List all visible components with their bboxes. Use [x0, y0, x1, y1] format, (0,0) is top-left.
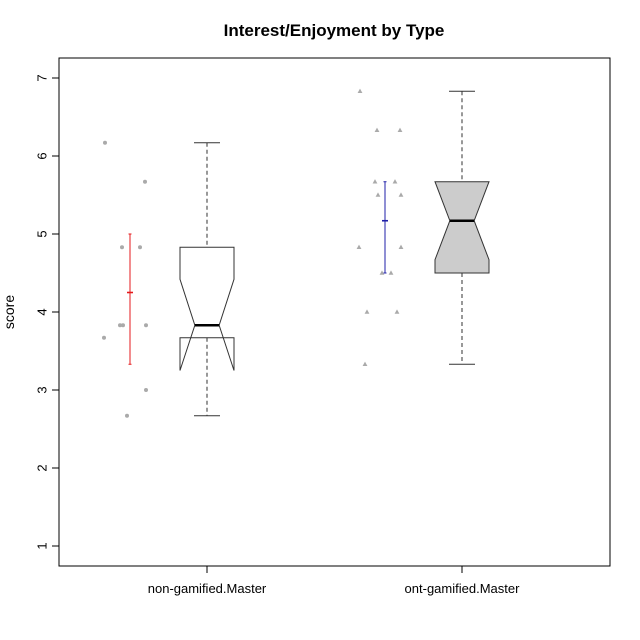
data-point: [388, 270, 394, 275]
y-axis-label: score: [1, 295, 17, 329]
boxplot-1: [179, 142, 235, 417]
y-tick-label: 7: [35, 74, 50, 81]
box-body: [434, 181, 490, 274]
x-axis: non-gamified.Master ont-gamified.Master: [148, 566, 520, 596]
mean-ci-1: [127, 233, 133, 365]
data-point: [125, 413, 129, 418]
data-point: [118, 323, 122, 328]
plot-layer: [102, 88, 490, 418]
data-point: [144, 388, 148, 392]
data-point: [362, 361, 368, 367]
plot-frame: [58, 57, 611, 567]
mean-ci-2: [382, 181, 388, 274]
y-tick-label: 1: [35, 542, 50, 549]
x-tick-label: non-gamified.Master: [148, 581, 267, 596]
data-point: [138, 245, 142, 250]
data-point: [374, 127, 380, 133]
data-point: [357, 88, 363, 94]
data-point: [398, 192, 404, 197]
data-point: [143, 179, 147, 184]
data-point: [397, 127, 403, 133]
data-point: [379, 270, 385, 275]
data-point: [120, 245, 124, 250]
y-tick-label: 3: [35, 386, 50, 393]
data-point: [102, 335, 106, 340]
data-point: [356, 244, 362, 250]
data-point: [375, 192, 381, 197]
data-point: [364, 309, 370, 314]
data-point: [103, 140, 107, 145]
data-point: [398, 244, 404, 250]
data-point: [372, 179, 378, 184]
data-point: [121, 323, 125, 328]
y-axis: 1 2 3 4 5 6 7: [35, 74, 59, 550]
data-point: [144, 323, 148, 328]
x-tick-label: ont-gamified.Master: [405, 581, 521, 596]
data-point: [394, 309, 400, 314]
y-tick-label: 2: [35, 464, 50, 471]
y-tick-label: 5: [35, 230, 50, 237]
chart-title: Interest/Enjoyment by Type: [224, 21, 445, 40]
y-tick-label: 6: [35, 152, 50, 159]
box-body: [179, 246, 235, 371]
data-point: [392, 179, 398, 184]
y-tick-label: 4: [35, 308, 50, 315]
boxplot-2: [434, 90, 490, 365]
